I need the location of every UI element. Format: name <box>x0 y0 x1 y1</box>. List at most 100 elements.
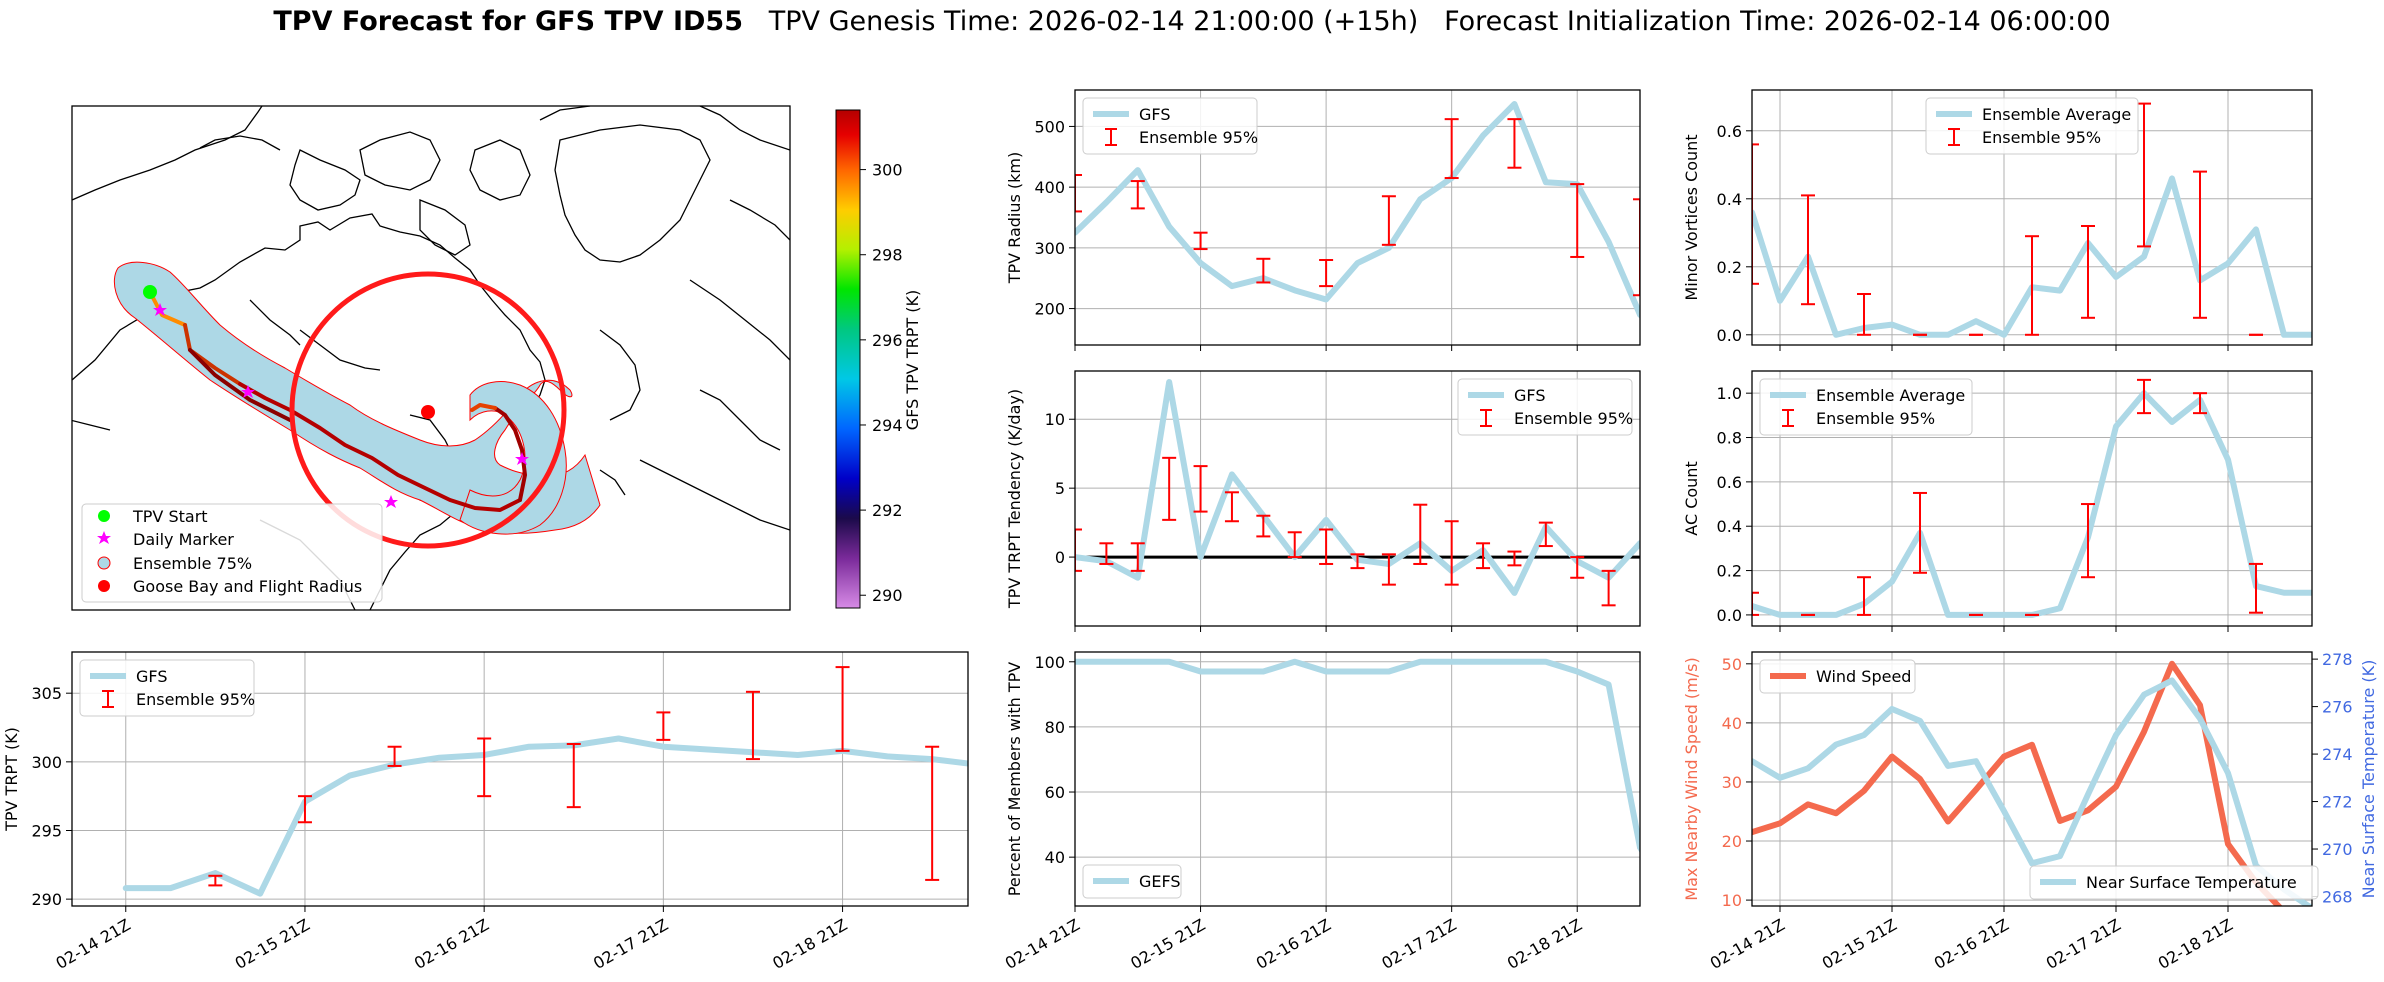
y-tick-label: 0.2 <box>1717 562 1742 581</box>
errorbars <box>208 666 940 887</box>
daily-marker <box>515 452 529 465</box>
x-tick-label: 02-17 21Z <box>1378 915 1459 973</box>
x-tick-label: 02-14 21Z <box>1002 915 1083 973</box>
errorbar <box>1444 118 1459 180</box>
legend-tpv-start: TPV Start <box>132 507 208 526</box>
y-tick-label: 10 <box>1045 410 1065 429</box>
errorbar <box>835 666 850 752</box>
legend-label: GFS <box>136 667 167 686</box>
errorbar <box>208 874 223 887</box>
x-tick-label: 02-15 21Z <box>1819 915 1900 973</box>
x-axis <box>1779 345 2229 351</box>
legend-label: GFS <box>1514 386 1545 405</box>
figure-title-genesis: TPV Genesis Time: 2026-02-14 21:00:00 (+… <box>768 6 1419 37</box>
y-tick-label: 400 <box>1034 178 1065 197</box>
legend-label: Ensemble 95% <box>136 690 255 709</box>
x-axis: 02-14 21Z 02-15 21Z 02-16 21Z 02-17 21Z 02-1… <box>1707 906 2236 973</box>
errorbar <box>1075 174 1082 213</box>
y-axis: 0 5 10 <box>1045 410 1075 567</box>
legend-label: Ensemble 95% <box>1139 128 1258 147</box>
y-axis: 200 300 400 500 <box>1034 117 1075 319</box>
figure-title-bold: TPV Forecast for GFS TPV ID55 <box>273 6 743 37</box>
errorbar <box>2137 102 2151 248</box>
y-axis: 290 295 300 305 <box>31 684 72 909</box>
errorbar <box>1801 194 1815 306</box>
figure-title-init: Forecast Initialization Time: 2026-02-14… <box>1444 6 2111 37</box>
x-axis <box>1074 626 1578 632</box>
y-axis-label: TPV TRPT (K) <box>2 727 21 832</box>
x-tick-label: 02-18 21Z <box>769 915 850 973</box>
y-tick-label: 0.0 <box>1717 606 1742 625</box>
legend-label: Ensemble 95% <box>1514 409 1633 428</box>
errorbar <box>387 745 402 767</box>
x-tick-label: 02-14 21Z <box>52 915 133 973</box>
y-tick-label: 30 <box>1722 773 1742 792</box>
grid <box>72 652 968 906</box>
legend-label: Ensemble 95% <box>1982 128 2101 147</box>
errorbar <box>1857 576 1871 616</box>
y-tick-label: 10 <box>1722 891 1742 910</box>
tpv-start-marker <box>143 285 157 299</box>
legend-ensemble-75: Ensemble 75% <box>133 554 252 573</box>
errorbar <box>1162 456 1177 521</box>
figure-title: TPV Forecast for GFS TPV ID55 TPV Genesi… <box>0 6 2384 37</box>
errorbar <box>1507 118 1522 169</box>
y-tick-label: 40 <box>1045 848 1065 867</box>
x-tick-label: 02-16 21Z <box>411 915 492 973</box>
plot-area <box>72 652 968 906</box>
errorbar <box>1857 293 1871 336</box>
errorbar <box>297 795 312 824</box>
x-axis: 02-14 21Z 02-15 21Z 02-16 21Z 02-17 21Z 02-1… <box>52 906 851 973</box>
plot-frame <box>71 651 969 907</box>
x-axis <box>1779 626 2229 632</box>
grid <box>1074 652 1640 906</box>
y-tick-label-right: 278 <box>2322 650 2353 669</box>
daily-marker <box>153 303 167 316</box>
daily-marker <box>241 385 255 398</box>
errorbar <box>1350 553 1365 570</box>
y-tick-label: 500 <box>1034 117 1065 136</box>
errorbar <box>745 690 760 761</box>
grid <box>1752 90 2312 345</box>
y-tick-label: 290 <box>31 890 62 909</box>
y-tick-label: 300 <box>31 753 62 772</box>
errorbar <box>1381 195 1396 246</box>
x-tick-label: 02-14 21Z <box>1707 915 1788 973</box>
y-axis-label-right: Near Surface Temperature (K) <box>2359 660 2378 899</box>
errorbar <box>1752 591 1759 616</box>
errorbar <box>2249 562 2263 614</box>
errorbar <box>2193 170 2207 319</box>
plot-frame <box>1074 89 1641 346</box>
y-tick-label: 50 <box>1722 655 1742 674</box>
errorbar <box>1413 503 1428 565</box>
y-tick-label: 5 <box>1055 479 1065 498</box>
y-axis-label: Max Nearby Wind Speed (m/s) <box>1682 657 1701 900</box>
errorbar <box>1319 259 1334 288</box>
legend-label: Ensemble Average <box>1816 386 1965 405</box>
errorbar <box>1319 528 1334 565</box>
y-tick-label: 20 <box>1722 832 1742 851</box>
ensemble-75-envelope <box>113 261 601 534</box>
y-tick-label: 80 <box>1045 718 1065 737</box>
x-tick-label: 02-18 21Z <box>1504 915 1585 973</box>
errorbar <box>1224 491 1239 523</box>
colorbar-tick-label: 298 <box>872 246 903 265</box>
plot-content <box>1075 100 1640 319</box>
errorbar <box>1381 553 1396 586</box>
y-tick-label-right: 274 <box>2322 745 2353 764</box>
y-tick-label: 0.4 <box>1717 190 1742 209</box>
y-axis-label: TPV Radius (km) <box>1005 152 1024 285</box>
colorbar-tick-label: 292 <box>872 501 903 520</box>
plot-area <box>1075 652 1640 906</box>
errorbar <box>1075 528 1082 572</box>
errorbar <box>1538 521 1553 548</box>
chart-legend: GFS Ensemble 95% <box>1457 378 1633 436</box>
plot-area <box>1075 371 1640 626</box>
y-tick-label: 100 <box>1034 653 1065 672</box>
y-tick-label: 200 <box>1034 300 1065 319</box>
plot-content <box>1752 660 2312 906</box>
daily-markers <box>153 303 529 508</box>
legend-frame <box>2029 865 2319 900</box>
y-tick-label: 300 <box>1034 239 1065 258</box>
